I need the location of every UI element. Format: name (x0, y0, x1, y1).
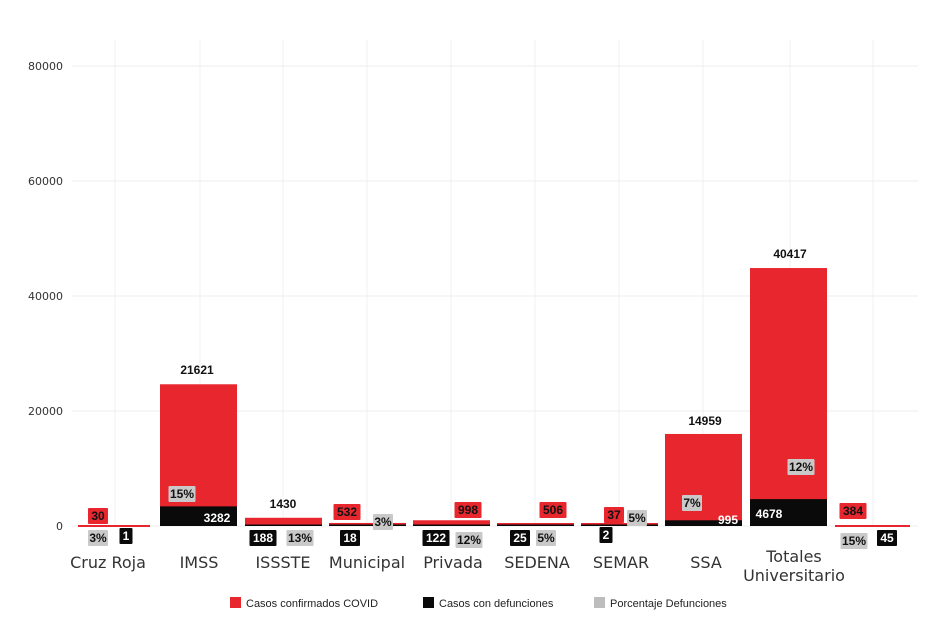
label-confirmed-extra-box (839, 503, 867, 519)
y-tick-40000: 40000 (28, 290, 63, 303)
bar-deaths-sedena (497, 524, 574, 526)
label-percent-imss-box (168, 486, 196, 502)
x-tick-ssa: SSA (690, 553, 722, 572)
label-confirmed-municipal-box (333, 504, 361, 520)
x-tick-semar: SEMAR (593, 553, 649, 572)
label-deaths-totales-universitario: 4678 (756, 507, 783, 521)
bar-confirmed-totales-universitario (750, 268, 827, 526)
x-tick-cruz-roja: Cruz Roja (70, 553, 146, 572)
label-confirmed-cruz-roja-box (88, 508, 108, 524)
x-tick-municipal: Municipal (329, 553, 405, 572)
label-percent-sedena: 5% (537, 531, 555, 545)
label-percent-totales-universitario: 12% (789, 460, 813, 474)
label-deaths-extra: 45 (880, 531, 894, 545)
y-tick-80000: 80000 (28, 60, 63, 73)
label-deaths-municipal: 18 (343, 531, 357, 545)
label-deaths-cruz-roja-box (119, 528, 133, 544)
label-confirmed-semar-box (604, 507, 624, 523)
x-tick-issste: ISSSTE (255, 553, 310, 572)
legend-swatch-porcentaje-defunciones (594, 597, 605, 608)
bar-deaths-ssa (665, 520, 742, 526)
label-confirmed-municipal: 532 (337, 505, 357, 519)
x-tick-totales-universitario-line1: Totales (765, 547, 822, 566)
label-percent-ssa-box (682, 495, 702, 511)
label-deaths-issste-box (249, 530, 277, 546)
label-percent-totales-universitario-box (787, 459, 815, 475)
bar-deaths-semar (581, 524, 658, 526)
label-deaths-municipal-box (340, 530, 360, 546)
legend: Casos confirmados COVID Casos con defunci… (230, 597, 727, 610)
label-deaths-issste: 188 (253, 531, 273, 545)
bar-confirmed-issste (245, 517, 322, 526)
label-deaths-privada-box (422, 530, 450, 546)
bar-deaths-totales-universitario (750, 499, 827, 526)
label-confirmed-extra: 384 (843, 504, 863, 518)
label-confirmed-sedena: 506 (543, 503, 563, 517)
y-tick-60000: 60000 (28, 175, 63, 188)
label-confirmed-ssa: 14959 (688, 414, 722, 428)
label-deaths-cruz-roja: 1 (123, 529, 130, 543)
bar-confirmed-imss (160, 384, 237, 526)
legend-swatch-casos-con-defunciones (423, 597, 434, 608)
bar-confirmed-privada (413, 520, 490, 526)
bar-deaths-imss (160, 506, 237, 526)
x-tick-totales-universitario-line2: Universitario (743, 566, 845, 585)
bars (78, 268, 910, 527)
label-percent-extra: 15% (842, 534, 866, 548)
legend-label-porcentaje-defunciones: Porcentaje Defunciones (610, 598, 727, 610)
label-confirmed-imss: 21621 (180, 363, 214, 377)
label-percent-ssa: 7% (683, 496, 701, 510)
legend-label-casos-con-defunciones: Casos con defunciones (439, 598, 554, 610)
label-deaths-semar: 2 (603, 528, 610, 542)
label-percent-semar: 5% (628, 511, 646, 525)
label-percent-issste-box (286, 530, 314, 546)
x-tick-privada: Privada (423, 553, 483, 572)
label-confirmed-issste: 1430 (270, 497, 297, 511)
x-axis: Cruz Roja IMSS ISSSTE Municipal Privada SEDEN… (70, 547, 845, 585)
y-tick-20000: 20000 (28, 405, 63, 418)
y-tick-0: 0 (56, 520, 63, 533)
bar-confirmed-ssa (665, 433, 742, 526)
label-percent-municipal-box (373, 514, 393, 530)
label-percent-cruz-roja-box (88, 530, 108, 546)
label-confirmed-totales-universitario: 40417 (773, 247, 807, 261)
label-deaths-ssa: 995 (718, 513, 738, 527)
label-percent-privada-box (455, 532, 483, 548)
label-deaths-extra-box (877, 530, 897, 546)
bar-confirmed-municipal (329, 522, 406, 526)
label-deaths-privada: 122 (426, 531, 446, 545)
bar-deaths-privada (413, 524, 490, 526)
bar-deaths-municipal (329, 524, 406, 526)
label-percent-privada: 12% (457, 533, 481, 547)
label-confirmed-privada-box (454, 502, 482, 518)
x-tick-imss: IMSS (180, 553, 219, 572)
label-deaths-sedena-box (510, 530, 530, 546)
label-percent-imss: 15% (170, 487, 194, 501)
legend-label-casos-confirmados-covid: Casos confirmados COVID (246, 598, 378, 610)
label-confirmed-sedena-box (539, 502, 567, 518)
y-axis: 0 20000 40000 60000 80000 (28, 60, 63, 533)
label-percent-issste: 13% (288, 531, 312, 545)
label-confirmed-privada: 998 (458, 503, 478, 517)
label-percent-municipal: 3% (374, 515, 392, 529)
label-confirmed-cruz-roja: 30 (91, 509, 105, 523)
label-confirmed-semar: 37 (607, 508, 621, 522)
label-deaths-sedena: 25 (513, 531, 527, 545)
legend-swatch-casos-confirmados-covid (230, 597, 241, 608)
bar-deaths-issste (245, 524, 322, 526)
label-deaths-semar-box (599, 527, 613, 543)
label-percent-cruz-roja: 3% (89, 531, 107, 545)
label-deaths-imss: 3282 (204, 511, 231, 525)
label-percent-sedena-box (536, 530, 556, 546)
label-percent-semar-box (627, 510, 647, 526)
label-percent-extra-box (840, 533, 868, 549)
x-tick-sedena: SEDENA (504, 553, 570, 572)
